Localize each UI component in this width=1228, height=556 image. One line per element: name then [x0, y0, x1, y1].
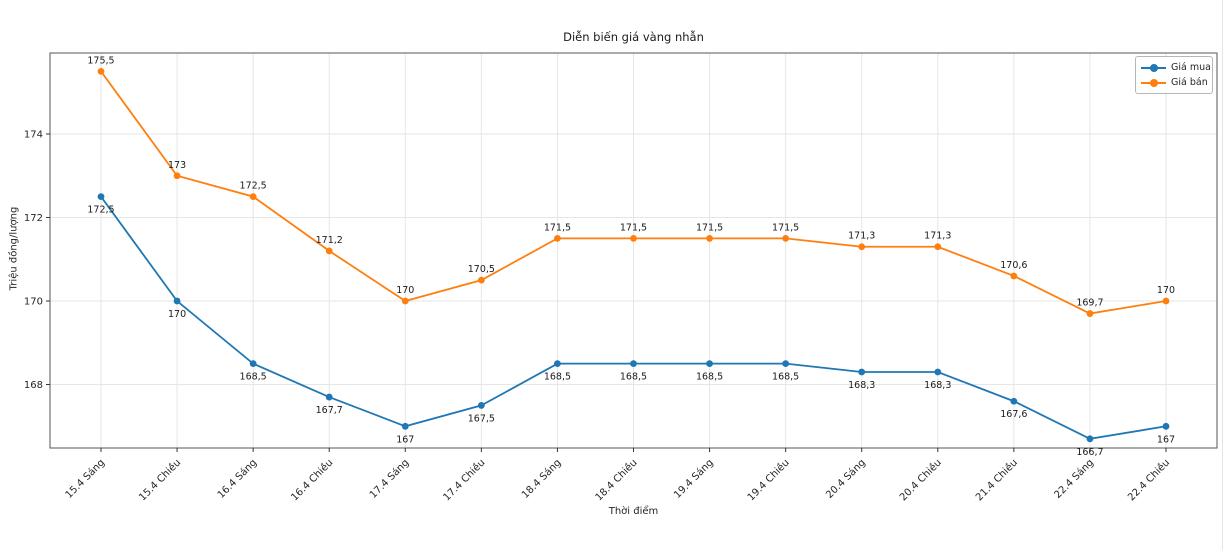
data-point-label: 168,5 — [620, 372, 647, 383]
data-point-label: 167,6 — [1000, 409, 1027, 420]
y-tick-label: 174 — [24, 130, 43, 141]
x-tick-label: 19.4 Chiều — [745, 457, 792, 504]
data-point-label: 167 — [1157, 434, 1175, 445]
legend-label: Giá mua — [1171, 62, 1211, 73]
data-point-label: 168,5 — [544, 372, 571, 383]
x-tick-label: 15.4 Sáng — [63, 457, 107, 501]
gia-ban-line-marker-icon — [1141, 78, 1166, 87]
gia-mua-line-marker-icon — [1141, 63, 1166, 72]
data-point-label: 171,5 — [772, 222, 799, 233]
data-point-marker — [554, 360, 561, 368]
data-point-label: 171,3 — [924, 231, 951, 242]
data-point-label: 171,2 — [316, 235, 343, 246]
x-axis-title: Thời điểm — [608, 506, 659, 517]
data-point-label: 166,7 — [1076, 447, 1103, 458]
data-point-label: 173 — [168, 160, 186, 171]
y-axis-title: Triệu đồng/lượng — [8, 206, 20, 291]
data-point-marker — [1162, 422, 1170, 430]
data-point-label: 171,3 — [848, 231, 875, 242]
data-point-label: 170 — [1157, 285, 1175, 296]
data-point-marker — [249, 193, 257, 201]
chart-title: Diễn biến giá vàng nhẫn — [563, 30, 704, 44]
x-tick-label: 15.4 Chiều — [136, 457, 183, 504]
data-point-marker — [1086, 310, 1094, 317]
x-tick-label: 19.4 Sáng — [671, 457, 715, 501]
data-point-marker — [934, 243, 942, 251]
data-point-marker — [1010, 272, 1018, 280]
data-point-label: 167 — [396, 434, 414, 445]
x-tick-label: 16.4 Sáng — [215, 457, 259, 501]
window-edge-divider — [1222, 0, 1223, 550]
x-tick-label: 18.4 Chiều — [593, 457, 640, 504]
data-point-marker — [934, 368, 942, 376]
legend-label: Giá bán — [1171, 77, 1208, 88]
data-point-marker — [1086, 435, 1094, 443]
data-point-marker — [630, 234, 637, 242]
data-point-label: 170,5 — [468, 264, 495, 275]
data-point-marker — [1162, 297, 1170, 305]
legend-item-gia-mua: Giá mua — [1141, 60, 1211, 75]
data-point-marker — [401, 297, 409, 305]
legend: Giá mua Giá bán — [1135, 56, 1213, 94]
data-point-label: 170 — [168, 309, 186, 320]
data-point-label: 172,5 — [87, 205, 114, 216]
data-point-label: 168,3 — [848, 380, 875, 391]
data-point-marker — [325, 393, 333, 401]
data-point-marker — [782, 360, 790, 368]
x-tick-label: 20.4 Sáng — [824, 457, 868, 501]
x-tick-label: 20.4 Chiều — [897, 457, 944, 504]
x-tick-label: 18.4 Sáng — [519, 457, 563, 501]
y-tick-label: 170 — [24, 297, 43, 308]
data-point-label: 171,5 — [620, 222, 647, 233]
data-point-label: 170 — [396, 285, 414, 296]
data-point-label: 172,5 — [240, 181, 267, 192]
data-point-label: 171,5 — [696, 222, 723, 233]
data-point-marker — [173, 172, 181, 180]
data-point-marker — [630, 360, 637, 368]
data-point-label: 168,3 — [924, 380, 951, 391]
data-point-marker — [1010, 397, 1018, 405]
data-point-marker — [401, 422, 409, 430]
data-point-marker — [782, 234, 790, 242]
x-tick-label: 16.4 Chiều — [289, 457, 336, 504]
legend-item-gia-ban: Giá bán — [1141, 75, 1208, 90]
data-point-label: 168,5 — [240, 372, 267, 383]
x-tick-label: 17.4 Chiều — [441, 457, 488, 504]
data-point-marker — [706, 360, 713, 368]
data-point-marker — [173, 297, 181, 305]
data-point-label: 171,5 — [544, 222, 571, 233]
data-point-marker — [858, 243, 866, 251]
data-point-marker — [97, 193, 105, 201]
data-point-marker — [325, 247, 333, 255]
x-tick-label: 22.4 Chiều — [1125, 457, 1172, 504]
y-tick-label: 168 — [24, 380, 43, 391]
x-tick-label: 22.4 Sáng — [1052, 457, 1096, 501]
data-point-label: 170,6 — [1000, 260, 1027, 271]
data-point-label: 175,5 — [87, 55, 114, 66]
data-point-marker — [97, 67, 105, 75]
data-point-marker — [858, 368, 866, 376]
data-point-marker — [249, 360, 257, 368]
data-point-marker — [554, 234, 561, 242]
data-point-marker — [706, 234, 713, 242]
x-tick-label: 17.4 Sáng — [367, 457, 411, 501]
data-point-marker — [477, 276, 485, 284]
data-point-marker — [477, 402, 485, 409]
y-tick-label: 172 — [24, 213, 43, 224]
data-point-label: 167,5 — [468, 413, 495, 424]
x-tick-label: 21.4 Chiều — [973, 457, 1020, 504]
data-point-label: 168,5 — [696, 372, 723, 383]
data-point-label: 167,7 — [316, 405, 343, 416]
data-point-label: 169,7 — [1076, 298, 1103, 309]
data-point-label: 168,5 — [772, 372, 799, 383]
